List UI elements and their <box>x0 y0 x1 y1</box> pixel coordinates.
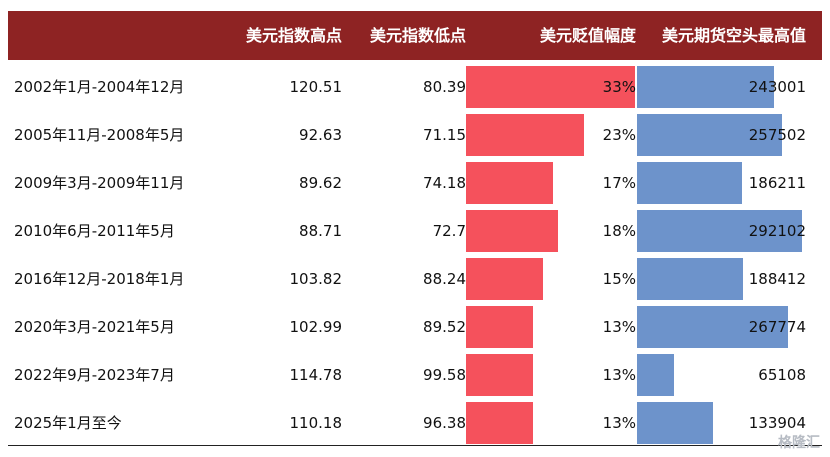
short-position-bar <box>637 162 742 204</box>
row-index-low: 96.38 <box>423 414 466 432</box>
short-position-bar <box>637 210 802 252</box>
row-index-high: 103.82 <box>289 270 343 288</box>
row-period: 2022年9月-2023年7月 <box>14 366 175 384</box>
decline-bar <box>466 210 558 252</box>
table-row: 2010年6月-2011年5月 88.71 72.7 18% 292102 <box>8 207 822 255</box>
row-index-low: 88.24 <box>423 270 466 288</box>
short-position-bar <box>637 354 674 396</box>
table-row: 2009年3月-2009年11月 89.62 74.18 17% 186211 <box>8 159 822 207</box>
row-short-max: 65108 <box>758 366 806 384</box>
table-header: 美元指数高点 美元指数低点 美元贬值幅度 美元期货空头最高值 <box>8 11 822 60</box>
row-short-max: 243001 <box>748 78 806 96</box>
short-position-bar <box>637 114 782 156</box>
decline-bar <box>466 66 635 108</box>
header-futures-short-max: 美元期货空头最高值 <box>661 26 806 45</box>
row-short-max: 188412 <box>748 270 806 288</box>
short-position-bar <box>637 306 788 348</box>
row-period: 2010年6月-2011年5月 <box>14 222 175 240</box>
row-period: 2025年1月至今 <box>14 414 122 432</box>
row-index-high: 89.62 <box>299 174 342 192</box>
row-decline: 23% <box>602 126 636 144</box>
table-row: 2025年1月至今 110.18 96.38 13% 133904 <box>8 399 822 447</box>
row-decline: 15% <box>602 270 636 288</box>
row-index-low: 99.58 <box>423 366 466 384</box>
row-index-low: 72.7 <box>432 222 466 240</box>
short-position-bar <box>637 66 774 108</box>
decline-bar <box>466 258 543 300</box>
decline-bar <box>466 354 533 396</box>
row-index-high: 120.51 <box>289 78 343 96</box>
table-row: 2005年11月-2008年5月 92.63 71.15 23% 257502 <box>8 111 822 159</box>
short-position-bar <box>637 258 743 300</box>
row-index-low: 89.52 <box>423 318 466 336</box>
row-short-max: 133904 <box>748 414 806 432</box>
row-period: 2020年3月-2021年5月 <box>14 318 175 336</box>
header-dollar-index-high: 美元指数高点 <box>245 26 342 45</box>
watermark-logo: 格隆汇 <box>778 435 820 451</box>
decline-bar <box>466 306 533 348</box>
row-period: 2005年11月-2008年5月 <box>14 126 185 144</box>
short-position-bar <box>637 402 713 444</box>
row-index-low: 74.18 <box>423 174 466 192</box>
row-short-max: 267774 <box>748 318 806 336</box>
row-index-high: 110.18 <box>289 414 343 432</box>
decline-bar <box>466 114 584 156</box>
row-decline: 17% <box>602 174 636 192</box>
table-bottom-border <box>8 445 822 446</box>
table-row: 2022年9月-2023年7月 114.78 99.58 13% 65108 <box>8 351 822 399</box>
row-short-max: 292102 <box>748 222 806 240</box>
row-index-low: 80.39 <box>423 78 466 96</box>
row-period: 2009年3月-2009年11月 <box>14 174 185 192</box>
row-period: 2016年12月-2018年1月 <box>14 270 185 288</box>
row-index-high: 88.71 <box>299 222 342 240</box>
row-index-high: 114.78 <box>289 366 343 384</box>
row-decline: 13% <box>602 366 636 384</box>
row-decline: 13% <box>602 318 636 336</box>
row-index-high: 102.99 <box>289 318 343 336</box>
row-decline: 18% <box>602 222 636 240</box>
decline-bar <box>466 402 533 444</box>
header-dollar-index-low: 美元指数低点 <box>369 26 466 45</box>
decline-bar <box>466 162 553 204</box>
row-period: 2002年1月-2004年12月 <box>14 78 185 96</box>
table-row: 2016年12月-2018年1月 103.82 88.24 15% 188412 <box>8 255 822 303</box>
row-decline: 13% <box>602 414 636 432</box>
table-row: 2020年3月-2021年5月 102.99 89.52 13% 267774 <box>8 303 822 351</box>
header-period <box>8 11 208 60</box>
row-index-high: 92.63 <box>299 126 342 144</box>
row-index-low: 71.15 <box>423 126 466 144</box>
row-short-max: 186211 <box>748 174 806 192</box>
header-dollar-decline: 美元贬值幅度 <box>539 26 636 45</box>
row-decline: 33% <box>602 78 636 96</box>
table-row: 2002年1月-2004年12月 120.51 80.39 33% 243001 <box>8 63 822 111</box>
row-short-max: 257502 <box>748 126 806 144</box>
